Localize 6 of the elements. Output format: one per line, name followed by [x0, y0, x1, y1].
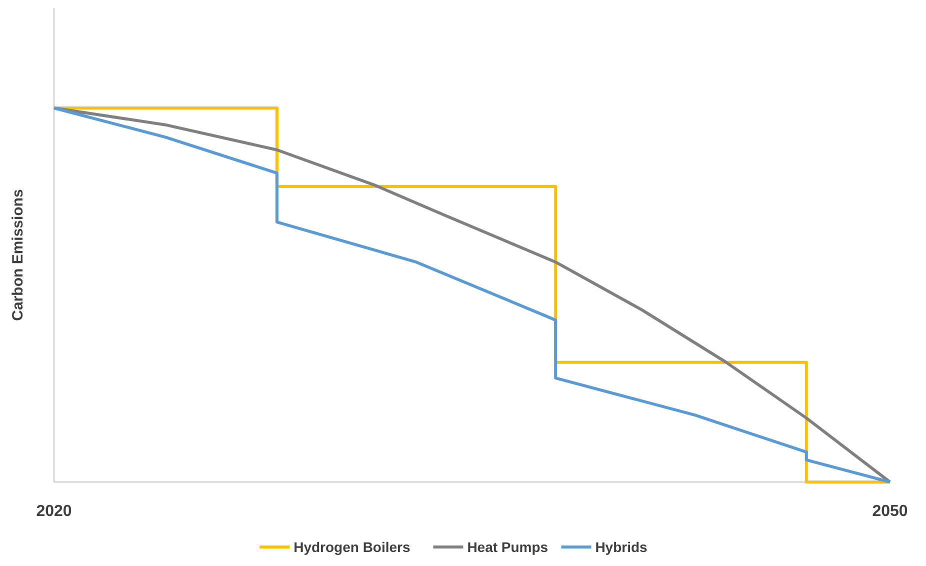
legend-label: Hybrids: [595, 539, 648, 555]
x-tick-label: 2020: [36, 503, 72, 520]
legend-label: Hydrogen Boilers: [294, 539, 411, 555]
legend-label: Heat Pumps: [467, 539, 548, 555]
y-axis-title: Carbon Emissions: [10, 189, 26, 321]
x-tick-label: 2050: [872, 503, 908, 520]
